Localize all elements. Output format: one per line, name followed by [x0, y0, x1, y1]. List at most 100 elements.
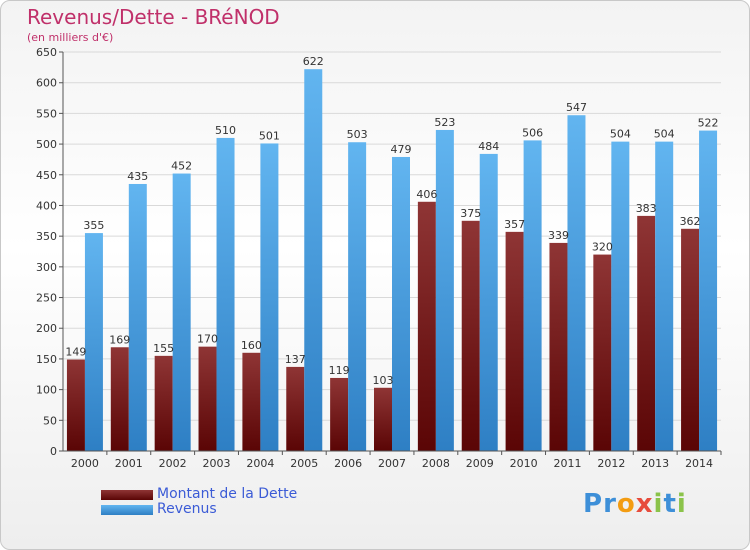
data-label-dette: 155: [153, 342, 174, 355]
x-tick-label: 2004: [246, 457, 274, 470]
bar-revenus: [348, 142, 367, 451]
data-label-revenus: 503: [347, 128, 368, 141]
x-tick-label: 2008: [422, 457, 450, 470]
data-label-revenus: 547: [566, 101, 587, 114]
logo-letter: i: [676, 489, 687, 519]
bar-revenus: [216, 137, 235, 451]
bar-dette: [110, 347, 129, 451]
bar-revenus: [128, 183, 147, 451]
data-label-revenus: 506: [522, 126, 543, 139]
data-label-revenus: 523: [434, 116, 455, 129]
y-tick-label: 0: [50, 445, 57, 458]
bar-dette: [154, 355, 173, 451]
bar-revenus: [523, 140, 542, 451]
x-tick-label: 2007: [378, 457, 406, 470]
data-label-dette: 170: [197, 333, 218, 346]
logo-letter: i: [653, 489, 664, 519]
y-tick-label: 150: [36, 353, 57, 366]
legend-swatch-revenus: [101, 505, 153, 515]
bar-dette: [242, 352, 261, 451]
data-label-dette: 339: [548, 229, 569, 242]
bar-revenus: [435, 129, 454, 451]
bar-revenus: [392, 156, 410, 451]
x-tick-label: 2013: [641, 457, 669, 470]
x-tick-label: 2006: [334, 457, 362, 470]
data-label-dette: 406: [416, 188, 437, 201]
chart-subtitle: (en milliers d'€): [27, 31, 114, 44]
data-label-dette: 375: [460, 207, 481, 220]
bar-dette: [461, 220, 480, 451]
y-tick-label: 100: [36, 384, 57, 397]
bar-revenus: [611, 141, 630, 452]
data-label-dette: 169: [109, 333, 130, 346]
data-label-revenus: 435: [127, 170, 148, 183]
bar-revenus: [260, 143, 279, 451]
logo-letter: t: [663, 489, 677, 519]
x-tick-label: 2012: [597, 457, 625, 470]
logo-letter: o: [616, 489, 636, 519]
x-tick-label: 2014: [685, 457, 713, 470]
x-tick-label: 2010: [510, 457, 538, 470]
x-tick-label: 2000: [71, 457, 99, 470]
data-label-revenus: 510: [215, 124, 236, 137]
y-tick-label: 200: [36, 322, 57, 335]
y-tick-label: 250: [36, 292, 57, 305]
x-tick-label: 2005: [290, 457, 318, 470]
bar-revenus: [699, 130, 718, 451]
data-label-revenus: 504: [654, 128, 675, 141]
data-label-dette: 137: [285, 353, 306, 366]
x-tick-label: 2002: [159, 457, 187, 470]
y-tick-label: 650: [36, 46, 57, 59]
chart-title: Revenus/Dette - BRéNOD: [27, 5, 280, 29]
logo-letter: r: [603, 489, 617, 519]
data-label-revenus: 622: [303, 55, 324, 68]
bar-revenus: [84, 233, 103, 451]
bar-dette: [505, 231, 524, 451]
x-tick-label: 2009: [466, 457, 494, 470]
bar-revenus: [479, 153, 498, 451]
logo-letter: x: [635, 489, 654, 519]
y-tick-label: 600: [36, 77, 57, 90]
bar-dette: [286, 366, 305, 451]
bar-dette: [637, 215, 656, 451]
data-label-dette: 103: [373, 374, 394, 387]
data-label-dette: 320: [592, 241, 613, 254]
data-label-dette: 362: [680, 215, 701, 228]
bar-revenus: [172, 173, 191, 451]
y-tick-label: 50: [43, 414, 57, 427]
logo-letter: P: [583, 489, 604, 519]
bar-revenus: [655, 141, 674, 452]
data-label-revenus: 504: [610, 128, 631, 141]
bar-dette: [549, 242, 568, 451]
bar-dette: [417, 201, 436, 451]
legend-label-revenus: Revenus: [157, 501, 217, 517]
bar-dette: [330, 377, 349, 451]
bar-revenus: [567, 115, 586, 452]
y-tick-label: 500: [36, 138, 57, 151]
bar-dette: [66, 359, 85, 451]
bar-dette: [681, 228, 700, 451]
data-label-revenus: 484: [478, 140, 499, 153]
bar-revenus: [304, 69, 323, 452]
y-tick-label: 550: [36, 107, 57, 120]
bar-dette: [593, 254, 612, 451]
data-label-revenus: 522: [698, 117, 719, 130]
x-tick-label: 2001: [115, 457, 143, 470]
data-label-dette: 383: [636, 202, 657, 215]
data-label-revenus: 355: [83, 219, 104, 232]
data-label-dette: 357: [504, 218, 525, 231]
y-tick-label: 350: [36, 230, 57, 243]
proxiti-logo: Proxiti: [583, 489, 687, 519]
legend-swatch-dette: [101, 490, 153, 500]
x-tick-label: 2003: [203, 457, 231, 470]
x-tick-label: 2011: [553, 457, 581, 470]
bar-dette: [198, 346, 217, 451]
data-label-revenus: 452: [171, 160, 192, 173]
data-label-dette: 149: [65, 346, 86, 359]
y-tick-label: 450: [36, 169, 57, 182]
data-label-revenus: 501: [259, 129, 280, 142]
legend-label-dette: Montant de la Dette: [157, 486, 298, 502]
data-label-dette: 160: [241, 339, 262, 352]
